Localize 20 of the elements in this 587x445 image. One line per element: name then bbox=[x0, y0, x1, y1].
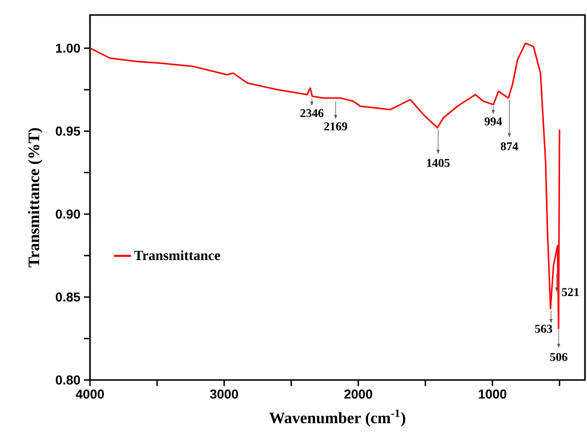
legend-label: Transmittance bbox=[134, 250, 220, 260]
x-tick-label: 3000 bbox=[210, 389, 238, 399]
x-tick-label: 1000 bbox=[478, 389, 506, 399]
x-tick-label: 2000 bbox=[344, 389, 372, 399]
y-tick-label: 0.80 bbox=[56, 375, 80, 385]
y-tick-label: 0.85 bbox=[56, 292, 80, 302]
y-tick-label: 0.90 bbox=[56, 210, 80, 219]
y-tick-label: 0.95 bbox=[56, 126, 80, 136]
y-axis-title: Transmittance (%T) bbox=[28, 128, 42, 268]
annotation: 994 bbox=[484, 117, 502, 126]
annotation: 563 bbox=[535, 324, 552, 333]
annotation: 506 bbox=[550, 352, 568, 362]
y-tick-label: 1.00 bbox=[56, 44, 80, 53]
annotation: 874 bbox=[500, 142, 518, 150]
annotation: 2169 bbox=[324, 122, 348, 130]
annotation: 2346 bbox=[300, 109, 324, 118]
x-axis-title: Wavenumber (cm$^{-1}$) bbox=[269, 410, 406, 427]
annotation: 521 bbox=[562, 288, 579, 296]
annotation: 1405 bbox=[427, 158, 450, 167]
x-tick-label: 4000 bbox=[76, 389, 104, 399]
